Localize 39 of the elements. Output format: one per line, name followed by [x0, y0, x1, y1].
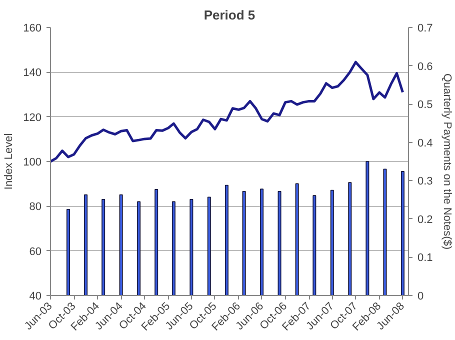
bar	[366, 161, 370, 296]
bar	[400, 171, 404, 296]
bar	[260, 188, 264, 296]
bar	[295, 183, 299, 296]
y-tick-label: 80	[29, 201, 42, 214]
bar	[137, 201, 141, 296]
y2-tick-label: 0.7	[418, 22, 433, 34]
y2-tick-label: 0.6	[418, 60, 433, 73]
y2-tick-label: 0.4	[418, 137, 433, 150]
bar	[383, 168, 387, 296]
bar	[102, 199, 106, 296]
y-tick-label: 100	[23, 156, 42, 168]
y2-tick-label: 0.5	[418, 99, 433, 112]
y-tick-label: 160	[23, 22, 42, 34]
bar	[154, 189, 158, 296]
y-tick-label: 60	[29, 246, 42, 258]
bar	[278, 190, 282, 296]
bar	[242, 190, 246, 296]
bar	[330, 190, 334, 296]
y-tick-label: 120	[23, 112, 42, 124]
bar	[66, 208, 70, 296]
y2-tick-label: 0.3	[418, 176, 433, 188]
y2-tick-label: 0	[418, 290, 424, 302]
line-series	[50, 60, 404, 163]
y-axis-title: Index Level	[3, 133, 16, 190]
bar	[207, 196, 211, 296]
bar	[190, 199, 194, 296]
y-tick-label: 140	[23, 67, 42, 80]
bar	[224, 184, 228, 296]
bar	[84, 194, 88, 296]
y2-tick-label: 0.1	[418, 252, 433, 264]
bar	[312, 195, 316, 296]
y-tick-label: 40	[29, 290, 42, 302]
y2-tick-label: 0.2	[418, 214, 433, 226]
bar	[119, 194, 123, 296]
bar	[348, 182, 352, 296]
bar	[172, 201, 176, 296]
chart-title: Period 5	[204, 8, 256, 22]
y2-axis-title: Quarterly Payments on the Notes($)	[440, 73, 453, 250]
